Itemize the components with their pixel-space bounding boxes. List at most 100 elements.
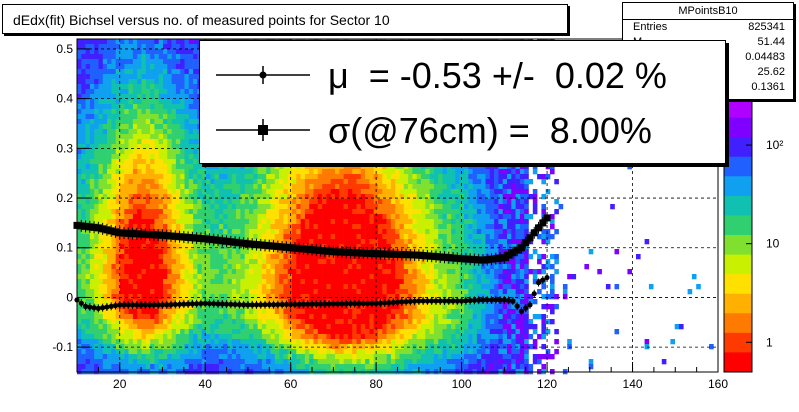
- heatmap-cell: [85, 154, 91, 160]
- heatmap-cell: [167, 329, 172, 335]
- heatmap-cell: [89, 209, 95, 215]
- heatmap-cell: [171, 199, 177, 205]
- heatmap-cell: [188, 184, 194, 190]
- heatmap-cell: [145, 294, 151, 300]
- heatmap-cell: [188, 59, 194, 65]
- heatmap-cell: [132, 329, 138, 335]
- heatmap-cell: [326, 264, 331, 270]
- heatmap-cell: [163, 169, 168, 175]
- heatmap-cell: [304, 359, 310, 365]
- heatmap-cell: [150, 39, 155, 45]
- heatmap-cell: [115, 269, 121, 275]
- heatmap-cell: [137, 299, 142, 305]
- heatmap-cell: [313, 204, 319, 210]
- heatmap-cell: [369, 314, 374, 320]
- heatmap-cell: [322, 214, 327, 220]
- heatmap-cell: [352, 204, 357, 210]
- heatmap-cell: [102, 174, 108, 180]
- heatmap-cell: [249, 224, 254, 230]
- heatmap-cell: [231, 209, 237, 215]
- heatmap-cell: [214, 214, 220, 220]
- heatmap-cell: [85, 39, 91, 45]
- heatmap-cell: [201, 204, 207, 210]
- heatmap-cell: [180, 189, 185, 195]
- heatmap-cell: [287, 194, 293, 200]
- heatmap-cell: [304, 259, 310, 265]
- heatmap-cell: [296, 294, 301, 300]
- heatmap-cell: [339, 274, 344, 280]
- heatmap-cell: [369, 294, 374, 300]
- heatmap-cell: [188, 144, 194, 150]
- heatmap-cell: [188, 149, 194, 155]
- heatmap-cell: [94, 124, 99, 130]
- heatmap-cell: [145, 79, 151, 85]
- heatmap-cell: [163, 154, 168, 160]
- heatmap-cell: [163, 84, 168, 90]
- heatmap-cell: [158, 179, 164, 185]
- heatmap-cell: [197, 294, 202, 300]
- heatmap-cell: [390, 284, 396, 290]
- heatmap-cell: [158, 139, 164, 145]
- heatmap-cell: [330, 329, 336, 335]
- heatmap-cell: [214, 324, 220, 330]
- heatmap-cell: [184, 189, 190, 195]
- heatmap-cell: [261, 354, 267, 360]
- heatmap-cell: [120, 149, 125, 155]
- heatmap-cell: [386, 354, 392, 360]
- heatmap-cell: [360, 339, 366, 345]
- heatmap-cell: [94, 214, 99, 220]
- heatmap-cell: [132, 274, 138, 280]
- heatmap-cell: [347, 194, 353, 200]
- heatmap-cell: [279, 294, 284, 300]
- heatmap-cell: [141, 74, 147, 80]
- heatmap-cell: [261, 329, 267, 335]
- heatmap-cell: [115, 104, 121, 110]
- heatmap-cell: [343, 194, 349, 200]
- heatmap-cell: [261, 224, 267, 230]
- heatmap-cell: [124, 359, 129, 365]
- heatmap-cell: [180, 174, 185, 180]
- heatmap-cell: [313, 269, 319, 275]
- heatmap-cell: [115, 144, 121, 150]
- heatmap-cell: [382, 189, 387, 195]
- heatmap-cell: [266, 354, 271, 360]
- heatmap-cell: [231, 309, 237, 315]
- heatmap-cell: [107, 74, 112, 80]
- heatmap-cell: [128, 164, 134, 170]
- heatmap-cell: [287, 344, 293, 350]
- heatmap-cell: [188, 209, 194, 215]
- heatmap-cell: [352, 289, 357, 295]
- heatmap-cell: [313, 179, 319, 185]
- heatmap-cell: [89, 64, 95, 70]
- heatmap-cell: [240, 199, 245, 205]
- heatmap-cell: [218, 164, 224, 170]
- heatmap-cell: [132, 44, 138, 50]
- heatmap-cell: [201, 334, 207, 340]
- heatmap-cell: [223, 274, 228, 280]
- heatmap-cell: [111, 264, 116, 270]
- heatmap-cell: [167, 124, 172, 130]
- heatmap-cell: [390, 209, 396, 215]
- heatmap-cell: [390, 319, 396, 325]
- heatmap-cell: [309, 204, 314, 210]
- heatmap-cell: [175, 114, 181, 120]
- heatmap-cell: [365, 194, 370, 200]
- heatmap-cell: [115, 74, 121, 80]
- heatmap-cell: [201, 199, 207, 205]
- heatmap-cell: [141, 39, 147, 45]
- heatmap-cell: [132, 169, 138, 175]
- heatmap-cell: [175, 259, 181, 265]
- heatmap-cell: [240, 359, 245, 365]
- heatmap-cell: [231, 359, 237, 365]
- heatmap-cell: [154, 134, 159, 140]
- heatmap-cell: [369, 219, 374, 225]
- heatmap-cell: [171, 139, 177, 145]
- heatmap-cell: [218, 289, 224, 295]
- heatmap-cell: [292, 264, 297, 270]
- heatmap-cell: [352, 264, 357, 270]
- heatmap-cell: [330, 279, 336, 285]
- heatmap-cell: [330, 219, 336, 225]
- heatmap-cell: [132, 319, 138, 325]
- heatmap-cell: [128, 344, 134, 350]
- heatmap-cell: [163, 269, 168, 275]
